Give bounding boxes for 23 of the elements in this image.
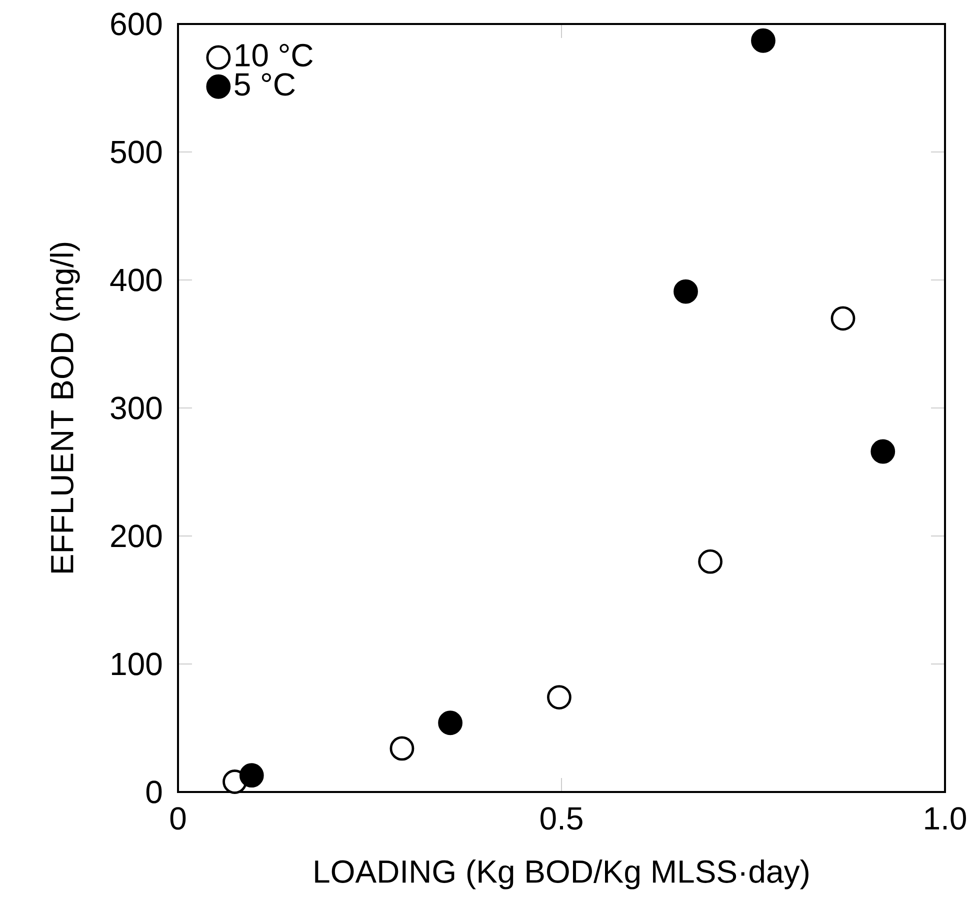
y-tick-label: 500 (110, 140, 162, 164)
y-tick-label: 0 (146, 780, 162, 804)
point (547, 685, 572, 710)
x-axis-title: LOADING (Kg BOD/Kg MLSS·day) (315, 859, 808, 890)
y-tick-label: 600 (111, 12, 162, 36)
x-tick-label: 0.5 (540, 807, 582, 830)
point (438, 710, 462, 736)
y-tick-label: 100 (112, 652, 162, 676)
point (870, 439, 896, 464)
legend-label: 5 °C (234, 73, 295, 96)
point (751, 28, 776, 53)
y-tick-label: 300 (110, 396, 162, 420)
point (698, 549, 723, 574)
legend-label: 10 °C (236, 44, 313, 67)
point (674, 279, 698, 304)
point (830, 306, 856, 331)
x-tick-label: 0 (170, 807, 186, 830)
y-tick-label: 400 (110, 268, 162, 292)
point (239, 763, 264, 788)
point (390, 736, 414, 761)
x-tick-label: 1.0 (925, 807, 966, 830)
y-axis-title: EFFLUENT BOD (mg/l) (50, 242, 80, 572)
y-tick-label: 200 (111, 524, 162, 548)
